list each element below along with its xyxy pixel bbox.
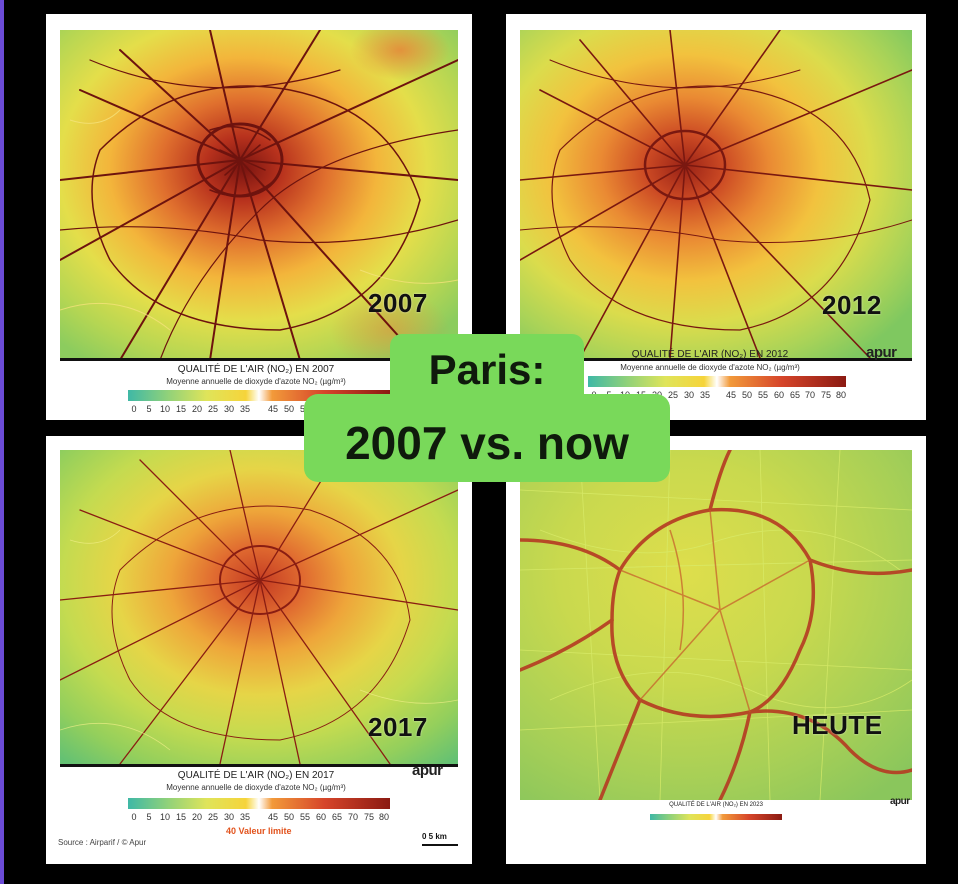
tick: 30 <box>223 404 235 414</box>
tick: 10 <box>159 812 171 822</box>
tick: 35 <box>699 390 711 400</box>
panel-heute: HEUTE QUALITÉ DE L'AIR (NO₂) EN 2023 apu… <box>506 436 926 864</box>
tick: 55 <box>299 812 311 822</box>
tick: 25 <box>667 390 679 400</box>
tick: 50 <box>283 404 295 414</box>
no2-map-2012 <box>520 30 912 358</box>
callout-bottom-box <box>304 394 670 482</box>
tick: 50 <box>283 812 295 822</box>
apur-logo: apur <box>866 344 897 361</box>
tick: 25 <box>207 812 219 822</box>
headline-callout: Paris: 2007 vs. now <box>304 334 670 482</box>
tick: 35 <box>239 404 251 414</box>
tick: 35 <box>239 812 251 822</box>
apur-logo: apur <box>890 796 910 807</box>
tick: 30 <box>223 812 235 822</box>
tick: 15 <box>175 812 187 822</box>
apur-logo: apur <box>412 762 443 779</box>
tick: 75 <box>363 812 375 822</box>
year-label: 2017 <box>368 712 428 742</box>
tick: 80 <box>835 390 847 400</box>
tick: 70 <box>804 390 816 400</box>
tick: 10 <box>159 404 171 414</box>
tick: 60 <box>773 390 785 400</box>
left-edge-strip <box>0 0 4 884</box>
tick: 20 <box>191 404 203 414</box>
legend-color-bar <box>650 814 782 820</box>
map-bottom-rule <box>60 764 458 767</box>
no2-map-2017 <box>60 450 458 764</box>
legend-subtitle: Moyenne annuelle de dioxyde d'azote NO₂ … <box>166 783 346 792</box>
panel-2007: 2007 QUALITÉ DE L'AIR (NO₂) EN 2007 Moye… <box>46 14 472 420</box>
tick: 60 <box>315 812 327 822</box>
legend-color-bar <box>588 376 846 387</box>
legend-color-bar <box>128 798 390 809</box>
source-credit: Source : Airparif / © Apur <box>58 838 147 847</box>
tick: 45 <box>267 812 279 822</box>
tick: 70 <box>347 812 359 822</box>
no2-map-heute <box>520 450 912 800</box>
legend-ticks: 0 5 10 15 20 25 30 35 45 50 55 60 65 70 … <box>128 812 390 824</box>
legend-subtitle: Moyenne annuelle de dioxyde d'azote NO₂ … <box>166 377 346 386</box>
tick: 5 <box>146 812 152 822</box>
legend-title: QUALITÉ DE L'AIR (NO₂) EN 2012 <box>631 349 789 360</box>
tick: 0 <box>131 404 137 414</box>
tick: 45 <box>725 390 737 400</box>
tick: 45 <box>267 404 279 414</box>
legend-title: QUALITÉ DE L'AIR (NO₂) EN 2023 <box>669 802 763 808</box>
panel-2017: 2017 QUALITÉ DE L'AIR (NO₂) EN 2017 Moye… <box>46 436 472 864</box>
headline-line-1: Paris: <box>428 346 546 393</box>
tick: 55 <box>757 390 769 400</box>
tick: 0 <box>131 812 137 822</box>
tick: 80 <box>378 812 390 822</box>
tick: 5 <box>146 404 152 414</box>
map-bottom-rule <box>520 358 912 361</box>
tick: 25 <box>207 404 219 414</box>
map-bottom-rule <box>60 358 458 361</box>
year-label: HEUTE <box>792 710 883 740</box>
no2-map-2007 <box>60 30 458 360</box>
legend-color-bar <box>128 390 390 401</box>
legend-title: QUALITÉ DE L'AIR (NO₂) EN 2017 <box>177 770 335 781</box>
tick: 20 <box>191 812 203 822</box>
tick: 65 <box>331 812 343 822</box>
limit-value-label: 40 Valeur limite <box>226 826 292 836</box>
tick: 75 <box>820 390 832 400</box>
tick: 50 <box>741 390 753 400</box>
legend-subtitle: Moyenne annuelle de dioxyde d'azote NO₂ … <box>620 363 800 372</box>
legend-title: QUALITÉ DE L'AIR (NO₂) EN 2007 <box>177 364 335 375</box>
scale-bar <box>422 844 458 846</box>
scale-bar-label: 0 5 km <box>422 832 447 841</box>
tick: 65 <box>789 390 801 400</box>
headline-line-2: 2007 vs. now <box>345 417 629 469</box>
year-label: 2012 <box>822 290 882 320</box>
year-label: 2007 <box>368 288 428 318</box>
tick: 30 <box>683 390 695 400</box>
tick: 15 <box>175 404 187 414</box>
